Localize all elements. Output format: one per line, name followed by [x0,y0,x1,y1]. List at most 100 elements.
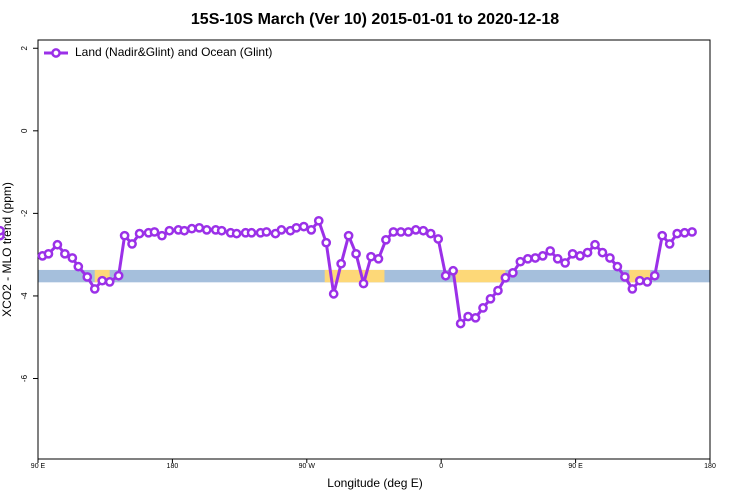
point [201,225,212,235]
point [164,225,175,236]
x-tick-label: 90 E [568,463,583,470]
point [179,225,190,236]
y-tick-label: 2 [20,45,29,50]
point [231,228,242,239]
x-tick-label: 90 E [31,463,46,470]
point [470,312,481,323]
point [291,222,302,233]
point [89,284,100,294]
point [328,289,339,299]
point [366,251,376,262]
point [410,225,421,235]
point [597,247,608,258]
point [634,275,645,286]
point [276,225,287,235]
point [649,270,660,281]
point [261,227,272,237]
point [433,234,444,244]
point [515,256,526,267]
point [552,253,563,264]
y-tick-label: -2 [20,209,29,217]
point [508,267,518,278]
x-tick-label: 180 [704,463,716,470]
point [343,230,354,241]
point [381,234,391,245]
point [493,285,503,296]
point [0,225,5,236]
point [567,248,578,259]
point [82,272,93,282]
x-tick-label: 90 W [299,463,316,470]
point [642,277,653,287]
chart-title: 15S-10S March (Ver 10) 2015-01-01 to 202… [191,11,559,28]
y-tick-label: 0 [20,128,29,133]
point [97,275,108,286]
point [537,251,548,261]
point [530,253,541,263]
point [448,265,458,276]
point [590,239,600,250]
point [500,272,511,283]
point [321,237,332,248]
point [463,311,473,322]
point [679,227,690,238]
point [358,278,369,289]
point [67,253,78,263]
point [545,246,556,256]
x-tick-label: 180 [167,463,179,470]
point [388,227,399,237]
point [657,230,668,241]
point [298,221,309,232]
point [351,248,361,259]
point [418,225,429,236]
point [186,223,197,234]
point [313,215,324,226]
point [672,228,682,239]
point [336,258,346,269]
point [425,228,436,239]
point [582,247,593,258]
x-axis-label: Longitude (deg E) [327,476,422,490]
y-tick-label: -6 [20,374,29,382]
point [43,248,54,259]
legend-marker [51,48,61,58]
point [73,261,84,272]
point [194,222,205,233]
point [113,270,124,281]
y-axis-label: XCO2 - MLO trend (ppm) [0,182,14,317]
point [403,227,414,237]
x-tick-label: 0 [439,463,443,470]
plot-frame [37,39,711,460]
point [612,261,623,272]
point [157,230,167,241]
point [478,303,488,313]
point [687,227,697,237]
point [306,225,317,235]
point [605,253,615,263]
point [119,230,130,241]
point [149,227,160,237]
point [216,225,227,236]
band-highlight [454,269,506,283]
point [440,270,451,281]
point [373,253,384,264]
point [396,227,406,237]
point [620,272,630,282]
point [60,248,70,259]
point [485,293,496,304]
legend-label: Land (Nadir&Glint) and Ocean (Glint) [75,45,272,59]
y-tick-label: -4 [20,292,29,300]
point [134,228,145,239]
point [127,239,137,249]
point [522,253,533,264]
point [627,284,638,294]
point [104,277,115,287]
point [560,258,570,268]
point [575,251,585,261]
point [246,227,257,238]
band-highlight [324,269,385,283]
point [664,239,675,249]
point [455,318,466,329]
point [52,239,63,250]
